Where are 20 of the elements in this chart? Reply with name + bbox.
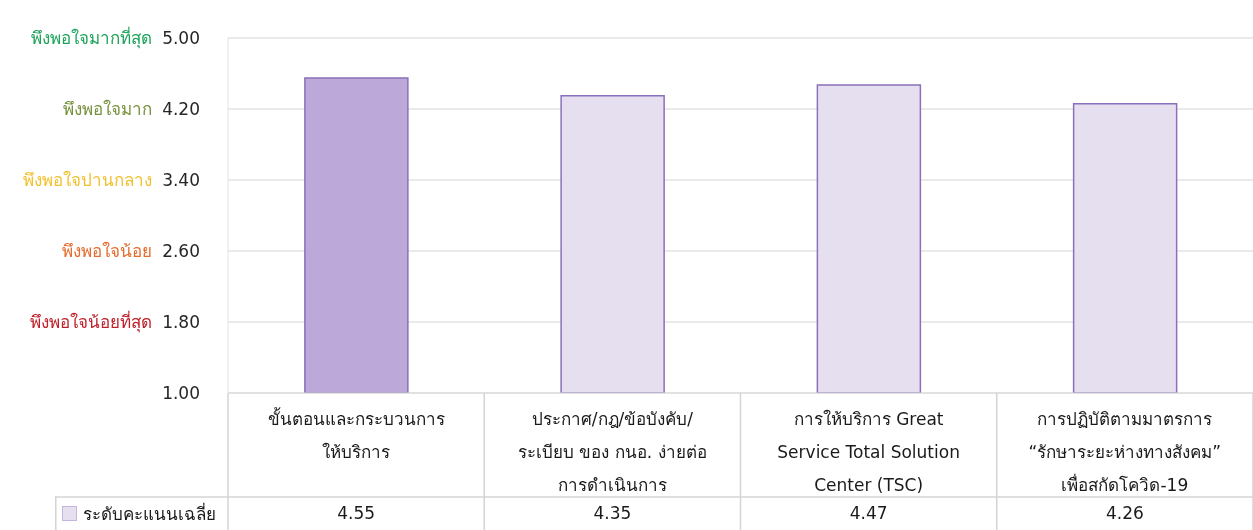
legend-label: ระดับคะแนนเฉลี่ย [83, 501, 216, 526]
y-tick-label: 1.00 [162, 383, 200, 404]
x-tick-label: ประกาศ/กฎ/ข้อบังคับ/ระเบียบ ของ กนอ. ง่ายต่อการดำเนินการ [517, 408, 708, 497]
y-tick-label: 1.80 [162, 312, 200, 333]
text: พึงพอใจน้อย [61, 240, 152, 263]
x-tick-label: การปฏิบัติตามมาตรการ “รักษาระยะห่างทางสังคม” เพื่อสกัดโควิด-19 [1027, 408, 1223, 497]
x-tick-label: การให้บริการ Great Service Total Solution Center (TSC) [776, 408, 961, 497]
data-label: 4.26 [1104, 502, 1145, 525]
y-tick-label: 3.40 [162, 170, 200, 191]
data-label: 4.47 [848, 502, 889, 525]
text: พึงพอใจมาก [62, 98, 152, 121]
y-tick-label: 5.00 [162, 28, 200, 49]
data-label: 4.35 [592, 502, 633, 525]
y-tick-label: 2.60 [162, 241, 200, 262]
text: พึงพอใจปานกลาง [22, 169, 152, 192]
y-tick-label: 4.20 [162, 99, 200, 120]
text: พึงพอใจน้อยที่สุด [29, 309, 152, 335]
data-label: 4.55 [336, 502, 377, 525]
text: พึงพอใจมากที่สุด [30, 25, 152, 51]
x-tick-label: ขั้นตอนและกระบวนการให้บริการ [266, 406, 446, 464]
